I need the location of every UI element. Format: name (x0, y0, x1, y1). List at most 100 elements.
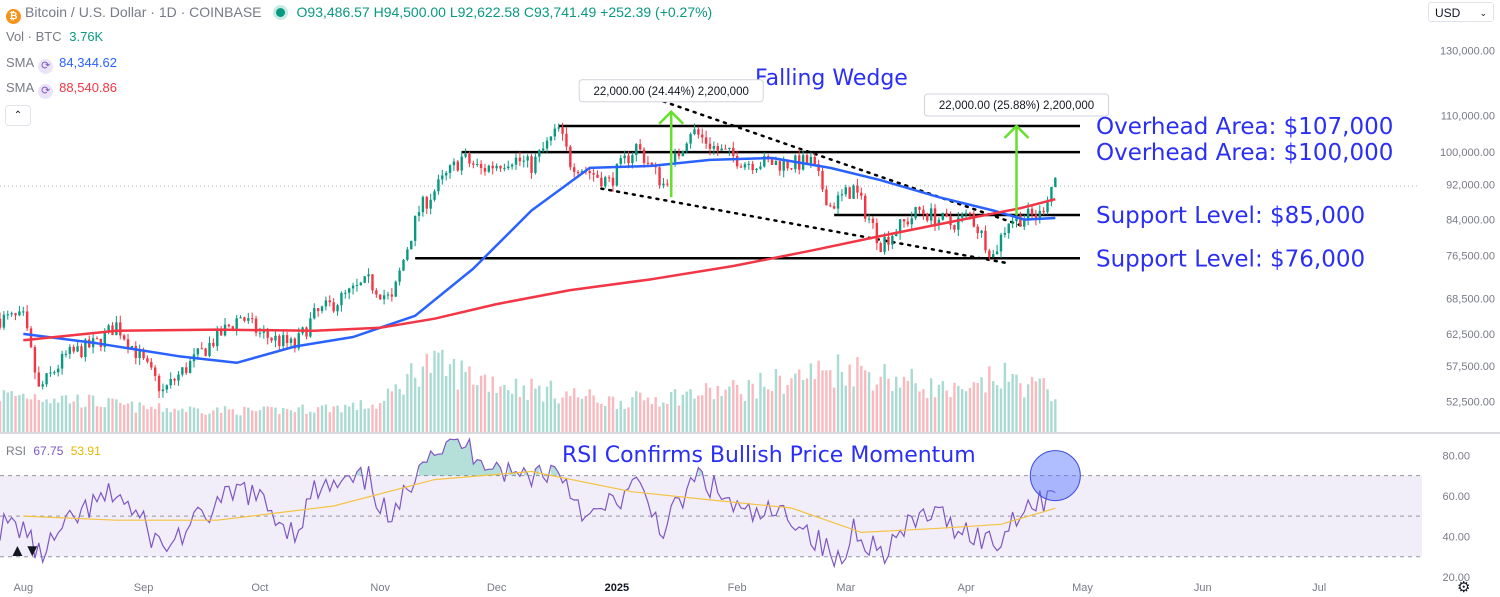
gear-icon[interactable]: ⚙ (1457, 579, 1471, 596)
candle-body (60, 353, 64, 369)
volume-bar (914, 383, 917, 432)
measure-box (924, 93, 1110, 117)
volume-bar (394, 384, 397, 432)
candle-body (212, 342, 215, 347)
candle-body (774, 161, 778, 165)
volume-bar (142, 405, 145, 432)
ohlc-open: O93,486.57 (296, 4, 370, 20)
currency-select[interactable]: USD ⌄ (1428, 2, 1494, 22)
rsi-legend[interactable]: RSI 67.75 53.91 (6, 444, 101, 458)
candle-body (22, 311, 25, 313)
candle-body (701, 134, 704, 138)
volume-bar (456, 389, 460, 432)
volume-bar (320, 405, 324, 432)
candle-body (153, 367, 157, 376)
volume-bar (607, 396, 611, 432)
volume-bar (902, 376, 906, 432)
volume-bar (863, 370, 867, 432)
candle-body (235, 318, 238, 329)
candle-body (778, 161, 782, 171)
volume-bar (615, 408, 619, 432)
sma-slow-legend[interactable]: SMA ⟳ 88,540.86 (6, 80, 117, 99)
volume-bar (1023, 397, 1026, 432)
volume-bar (351, 402, 355, 432)
candle-body (324, 300, 328, 307)
candle-body (992, 254, 995, 258)
time-axis-tick: Mar (836, 582, 855, 594)
rsi-pane (0, 475, 1422, 558)
candle-body (413, 215, 417, 241)
volume-bar (344, 404, 347, 432)
volume-bar (0, 401, 2, 432)
volume-bar (596, 402, 599, 432)
candle-body (441, 175, 444, 180)
volume-bar (410, 363, 413, 432)
time-axis-tick: Sep (134, 582, 154, 594)
volume-bar (592, 395, 595, 432)
volume-bar (518, 396, 522, 432)
candle-body (499, 165, 502, 169)
candle-body (615, 163, 619, 186)
chevron-down-icon: ⌄ (1479, 8, 1487, 18)
volume-bar (860, 365, 863, 432)
currency-label: USD (1435, 6, 1461, 20)
candle-body (557, 127, 560, 129)
volume-bar (929, 378, 933, 432)
candle-body (988, 250, 991, 258)
volume-bar (887, 378, 890, 432)
volume-bar (14, 395, 17, 432)
candle-body (926, 213, 929, 221)
volume-bar (708, 387, 712, 432)
volume-bar (223, 406, 227, 432)
volume-bar (487, 391, 491, 432)
measure-label: 22,000.00 (25.88%) 2,200,000 (939, 100, 1094, 112)
collapse-legend-button[interactable]: ⌃ (5, 105, 31, 126)
volume-bar (130, 401, 134, 432)
volume-bar (181, 408, 184, 432)
candle-body (929, 208, 933, 221)
volume-bar (293, 412, 297, 432)
volume-bar (743, 401, 747, 432)
sma-fast-legend[interactable]: SMA ⟳ 84,344.62 (6, 55, 117, 74)
symbol-title[interactable]: Bitcoin / U.S. Dollar · 1D · COINBASE (25, 4, 262, 20)
volume-bar (832, 387, 836, 432)
candle-body (375, 290, 378, 295)
volume-bar (359, 400, 363, 432)
volume-bar (150, 406, 153, 432)
volume-legend[interactable]: Vol · BTC 3.76K (6, 29, 103, 44)
volume-bar (355, 410, 359, 432)
candle-body (677, 153, 681, 157)
candle-body (805, 155, 809, 164)
rsi-overbought-fill (698, 467, 703, 476)
candle-body (483, 167, 487, 172)
volume-bar (138, 402, 141, 432)
time-axis-tick: Dec (487, 582, 507, 594)
candle-body (549, 136, 553, 141)
volume-bar (933, 397, 937, 432)
level-label: Overhead Area: $100,000 (1096, 140, 1393, 166)
candle-body (332, 302, 335, 312)
candle-body (216, 328, 219, 347)
candle-body (247, 318, 250, 321)
sma-fast-line (23, 156, 1056, 365)
candle-body (464, 154, 467, 157)
candle-body (285, 335, 289, 344)
wedge-line (662, 100, 1026, 228)
volume-bar (328, 412, 331, 432)
sma-lines (23, 156, 1056, 365)
candle-body (902, 219, 906, 222)
volume-bar (491, 376, 494, 432)
axes (0, 185, 1500, 434)
volume-bar (371, 404, 374, 432)
candle-body (161, 389, 165, 392)
volume-bar (285, 409, 289, 432)
candle-body (95, 338, 99, 340)
candle-body (173, 378, 176, 381)
volume-bar (379, 403, 382, 432)
candle-body (747, 163, 750, 165)
measure-box (578, 79, 764, 103)
volume-bar (588, 389, 591, 432)
volume-bar (673, 389, 677, 432)
candle-body (968, 212, 972, 214)
volume-bar (309, 411, 312, 432)
